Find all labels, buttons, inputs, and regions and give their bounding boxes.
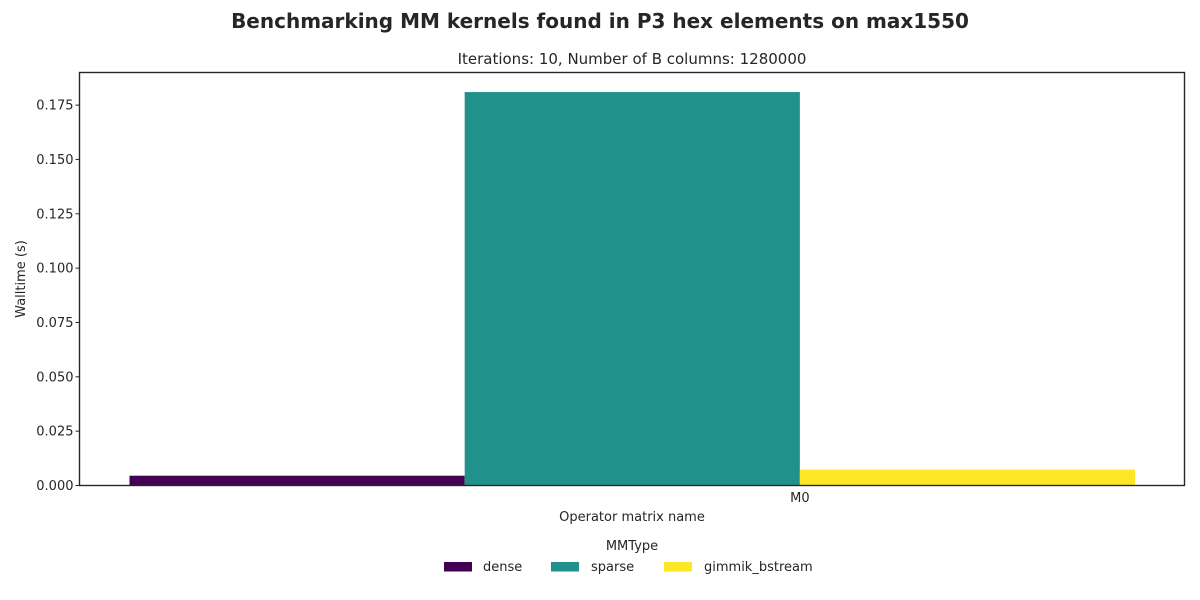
y-tick-label: 0.150 <box>36 153 73 168</box>
x-ticks-group: M0 <box>790 491 810 506</box>
x-axis-label: Operator matrix name <box>559 510 705 525</box>
chart-title: Benchmarking MM kernels found in P3 hex … <box>231 9 969 33</box>
x-tick-label: M0 <box>790 491 810 506</box>
y-ticks-group: 0.000 0.025 0.050 0.075 0.100 0.125 0.150 0.175 <box>36 99 80 494</box>
bar-gimmik_bstream <box>799 469 1136 486</box>
y-tick-label: 0.100 <box>36 262 73 277</box>
legend-swatch-sparse <box>551 562 579 572</box>
y-tick-label: 0.075 <box>36 316 73 331</box>
bar-dense <box>129 475 465 486</box>
y-tick-label: 0.025 <box>36 425 73 440</box>
bar-sparse <box>464 92 800 486</box>
plot-frame <box>78 71 1186 487</box>
y-axis-label: Walltime (s) <box>14 240 29 318</box>
legend-swatch-gimmik_bstream <box>664 562 692 572</box>
legend-label-sparse: sparse <box>591 560 634 575</box>
legend-title: MMType <box>606 539 658 554</box>
legend-swatch-dense <box>444 562 472 572</box>
legend-label-gimmik_bstream: gimmik_bstream <box>704 560 813 575</box>
y-tick-label: 0.175 <box>36 99 73 114</box>
legend: dense sparse gimmik_bstream <box>444 560 813 575</box>
y-tick-label: 0.000 <box>36 479 73 494</box>
y-tick-label: 0.050 <box>36 370 73 385</box>
legend-label-dense: dense <box>483 560 522 575</box>
bars-group <box>129 92 1136 486</box>
chart-subtitle: Iterations: 10, Number of B columns: 128… <box>458 50 807 68</box>
y-tick-label: 0.125 <box>36 207 73 222</box>
